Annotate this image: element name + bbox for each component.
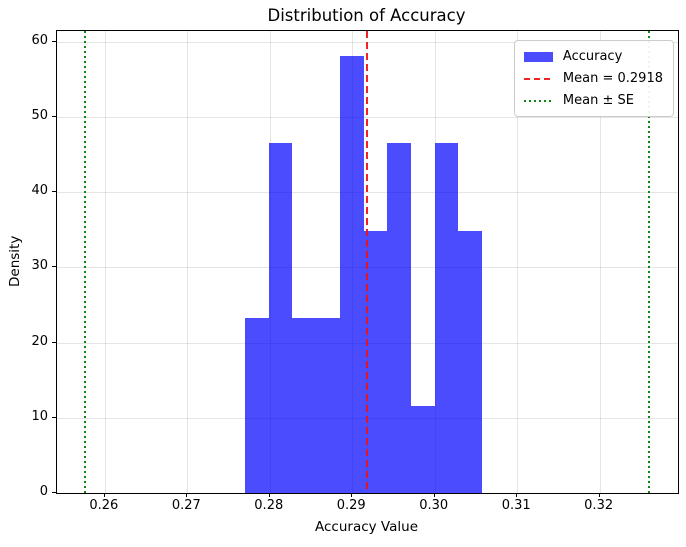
histogram-bar <box>387 143 412 493</box>
legend-item-mean: Mean = 0.2918 <box>523 71 663 86</box>
x-axis-label: Accuracy Value <box>315 519 418 535</box>
gridline-vertical <box>187 31 189 493</box>
x-tick-mark <box>433 493 435 497</box>
y-tick-mark <box>52 191 56 193</box>
y-tick-mark <box>52 492 56 493</box>
y-tick-label: 60 <box>31 32 48 48</box>
y-tick-mark <box>52 341 56 343</box>
y-tick-mark <box>52 115 56 117</box>
y-tick-label: 30 <box>31 258 48 274</box>
x-tick-label: 0.30 <box>419 498 449 513</box>
y-tick-mark <box>52 266 56 268</box>
x-tick-mark <box>516 493 518 497</box>
x-tick-mark <box>268 493 270 497</box>
y-tick-label: 0 <box>39 484 48 499</box>
legend-label-se: Mean ± SE <box>562 93 634 108</box>
y-tick-label: 40 <box>31 183 48 199</box>
legend: Accuracy Mean = 0.2918 Mean ± SE <box>513 40 674 117</box>
x-tick-mark <box>598 493 600 497</box>
x-tick-label: 0.31 <box>501 498 531 513</box>
gridline-vertical <box>104 31 106 493</box>
x-tick-mark <box>351 493 353 497</box>
x-tick-mark <box>186 493 188 497</box>
x-tick-label: 0.27 <box>171 498 201 513</box>
x-tick-label: 0.32 <box>584 498 614 513</box>
se-line <box>648 31 651 493</box>
histogram-bar <box>268 143 293 493</box>
se-line <box>84 31 87 493</box>
legend-label-accuracy: Accuracy <box>562 49 623 64</box>
y-tick-label: 20 <box>31 333 48 349</box>
y-tick-label: 50 <box>31 107 48 123</box>
mean-line-swatch <box>523 77 553 80</box>
gridline-horizontal <box>57 493 678 494</box>
histogram-bar <box>363 231 388 493</box>
histogram-bar <box>339 55 364 493</box>
mean-line <box>366 31 369 493</box>
y-tick-mark <box>52 40 56 42</box>
legend-item-accuracy: Accuracy <box>523 49 663 64</box>
gridline-vertical <box>599 31 601 493</box>
y-tick-label: 10 <box>31 408 48 424</box>
x-tick-mark <box>103 493 105 497</box>
accuracy-swatch <box>523 51 553 62</box>
histogram-bar <box>316 318 340 493</box>
histogram-bar <box>458 231 483 493</box>
histogram-bar <box>292 318 317 493</box>
histogram-bar <box>245 318 269 493</box>
histogram-bar <box>434 143 459 493</box>
legend-label-mean: Mean = 0.2918 <box>562 71 663 86</box>
y-axis-label: Density <box>7 235 23 287</box>
y-tick-mark <box>52 416 56 418</box>
chart-title: Distribution of Accuracy <box>267 6 466 25</box>
x-tick-label: 0.28 <box>254 498 284 513</box>
gridline-vertical <box>517 31 519 493</box>
histogram-bar <box>411 405 435 493</box>
x-tick-label: 0.26 <box>89 498 119 513</box>
legend-item-se: Mean ± SE <box>523 93 663 108</box>
x-tick-label: 0.29 <box>336 498 366 513</box>
se-line-swatch <box>523 99 553 102</box>
